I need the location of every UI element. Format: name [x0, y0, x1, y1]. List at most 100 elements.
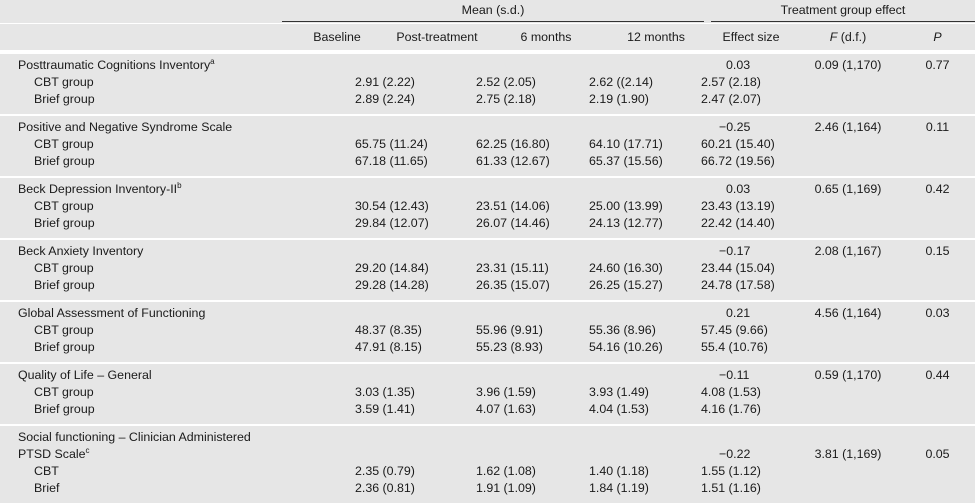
section-title: Posttraumatic Cognitions Inventorya: [18, 57, 215, 73]
col-baseline: Baseline: [313, 30, 361, 44]
row-label: CBT group: [34, 323, 94, 337]
cell-baseline: 67.18 (11.65): [355, 154, 428, 168]
cell-m12: 1.51 (1.16): [701, 481, 761, 495]
cell-baseline: 2.36 (0.81): [355, 481, 415, 495]
cell-m6: 1.84 (1.19): [589, 481, 649, 495]
col-p: P: [933, 30, 942, 44]
p-value: 0.77: [925, 58, 950, 72]
row-label: Brief group: [34, 402, 95, 416]
mean-group-underline: [282, 21, 704, 22]
cell-post: 61.33 (12.67): [476, 154, 550, 168]
section-title-text: Beck Anxiety Inventory: [18, 244, 144, 258]
cell-m6: 4.04 (1.53): [589, 402, 649, 416]
row-label: Brief group: [34, 340, 95, 354]
col-6-months: 6 months: [520, 30, 572, 44]
cell-post: 55.96 (9.91): [476, 323, 543, 337]
col-effect-size: Effect size: [722, 30, 780, 44]
p-value: 0.15: [925, 244, 950, 258]
section-band: [0, 54, 975, 114]
f-statistic-value: 4.56 (1,164): [814, 306, 882, 320]
section-title-line2: PTSD Scalec: [18, 445, 90, 462]
section-band: [0, 116, 975, 176]
cell-m6: 1.40 (1.18): [589, 464, 649, 478]
cell-m12: 1.55 (1.12): [701, 464, 761, 478]
cell-m12: 2.57 (2.18): [701, 75, 761, 89]
row-label: CBT: [34, 464, 59, 478]
row-label: CBT group: [34, 199, 94, 213]
cell-post: 23.31 (15.11): [476, 261, 549, 275]
section-band: [0, 364, 975, 424]
cell-m12: 57.45 (9.66): [701, 323, 768, 337]
section-title-text-2: PTSD Scale: [18, 447, 86, 461]
p-value: 0.05: [925, 447, 950, 461]
f-statistic-value: 0.65 (1,169): [814, 182, 882, 196]
p-value: 0.11: [925, 120, 950, 134]
row-label: CBT group: [34, 261, 94, 275]
section-band: [0, 240, 975, 300]
cell-m6: 55.36 (8.96): [589, 323, 656, 337]
cell-baseline: 3.03 (1.35): [355, 385, 415, 399]
row-label: Brief: [34, 481, 60, 495]
cell-post: 3.96 (1.59): [476, 385, 536, 399]
header-row-2: [0, 24, 975, 50]
row-label: CBT group: [34, 385, 94, 399]
cell-m6: 25.00 (13.99): [589, 199, 663, 213]
row-label: Brief group: [34, 154, 95, 168]
row-label: Brief group: [34, 278, 95, 292]
col-f-df: F (d.f.): [796, 30, 900, 45]
cell-post: 26.35 (15.07): [476, 278, 550, 292]
effect-group-header: Treatment group effect: [780, 3, 906, 17]
row-label: CBT group: [34, 137, 94, 151]
cell-m12: 23.43 (13.19): [701, 199, 775, 213]
section-title-text: Beck Depression Inventory-II: [18, 182, 178, 196]
cell-post: 2.75 (2.18): [476, 92, 536, 106]
cell-baseline: 2.35 (0.79): [355, 464, 415, 478]
col-post-treatment: Post-treatment: [396, 30, 478, 44]
cell-baseline: 2.91 (2.22): [355, 75, 415, 89]
effect-size-value: 0.21: [726, 306, 751, 320]
cell-m12: 2.47 (2.07): [701, 92, 761, 106]
p-value: 0.44: [925, 368, 950, 382]
section-band: [0, 302, 975, 362]
cell-m6: 65.37 (15.56): [589, 154, 663, 168]
cell-post: 1.62 (1.08): [476, 464, 536, 478]
row-label: CBT group: [34, 75, 94, 89]
cell-baseline: 65.75 (11.24): [355, 137, 428, 151]
cell-baseline: 29.28 (14.28): [355, 278, 429, 292]
cell-m12: 24.78 (17.58): [701, 278, 775, 292]
col-12-months: 12 months: [627, 30, 685, 44]
f-statistic-value: 2.46 (1,164): [814, 120, 882, 134]
section-title: Beck Anxiety Inventory: [18, 244, 143, 259]
section-title: Quality of Life – General: [18, 368, 152, 383]
cell-baseline: 48.37 (8.35): [355, 323, 422, 337]
cell-m12: 4.08 (1.53): [701, 385, 761, 399]
cell-post: 4.07 (1.63): [476, 402, 536, 416]
f-statistic-value: 0.59 (1,170): [814, 368, 882, 382]
cell-m6: 2.62 ((2.14): [589, 75, 654, 89]
f-statistic-value: 0.09 (1,170): [814, 58, 882, 72]
cell-baseline: 30.54 (12.43): [355, 199, 429, 213]
effect-size-value: 0.03: [726, 182, 751, 196]
col-f-letter: F: [829, 30, 838, 44]
section-band: [0, 178, 975, 238]
row-label: Brief group: [34, 216, 95, 230]
cell-post: 26.07 (14.46): [476, 216, 550, 230]
cell-post: 2.52 (2.05): [476, 75, 536, 89]
cell-m6: 2.19 (1.90): [589, 92, 649, 106]
footnote-marker: c: [85, 445, 90, 455]
cell-baseline: 29.20 (14.84): [355, 261, 429, 275]
section-title: Positive and Negative Syndrome Scale: [18, 120, 232, 135]
f-statistic-value: 2.08 (1,167): [814, 244, 882, 258]
section-title: Beck Depression Inventory-IIb: [18, 181, 182, 197]
cell-m12: 60.21 (15.40): [701, 137, 775, 151]
cell-post: 55.23 (8.93): [476, 340, 543, 354]
cell-m6: 24.60 (16.30): [589, 261, 663, 275]
cell-m6: 3.93 (1.49): [589, 385, 649, 399]
section-band: [0, 426, 975, 503]
f-statistic-value: 3.81 (1,169): [814, 447, 882, 461]
effect-size-value: −0.11: [719, 368, 750, 382]
cell-m12: 55.4 (10.76): [701, 340, 768, 354]
p-value: 0.42: [925, 182, 950, 196]
cell-baseline: 3.59 (1.41): [355, 402, 415, 416]
